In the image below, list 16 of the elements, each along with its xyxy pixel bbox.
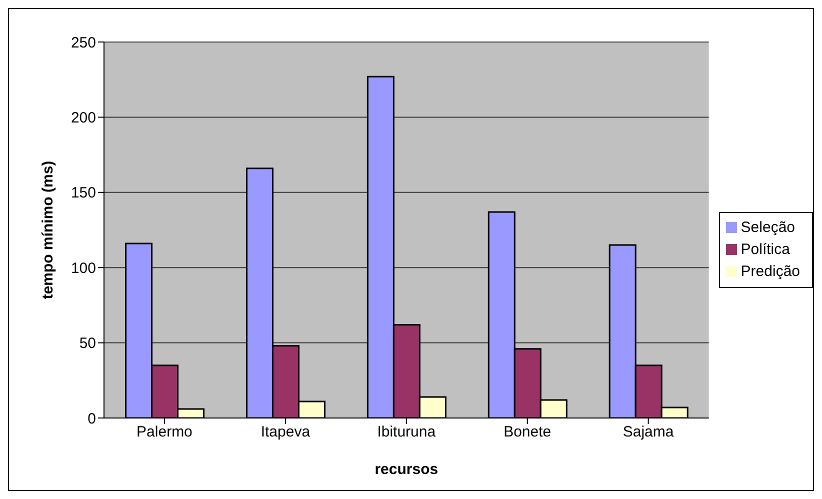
y-tick-label: 0 (88, 410, 96, 428)
y-tick-label: 100 (70, 260, 96, 277)
x-tick-label: Sajama (622, 424, 674, 441)
legend-label: Predição (740, 262, 800, 280)
x-tick-label: Palermo (136, 424, 192, 441)
x-tick-label: Bonete (504, 424, 552, 441)
y-tick-label: 50 (79, 335, 96, 352)
y-tick-label: 200 (70, 110, 96, 127)
x-axis-title: recursos (374, 461, 438, 478)
y-axis-title: tempo mínimo (ms) (39, 160, 56, 300)
legend-label: Seleção (740, 218, 796, 236)
x-tick-label: Ibituruna (377, 424, 436, 441)
y-tick-label: 150 (70, 184, 96, 202)
x-tick-label: Itapeva (260, 424, 311, 441)
y-tick-label: 250 (70, 34, 96, 52)
legend-label: Política (740, 240, 790, 258)
